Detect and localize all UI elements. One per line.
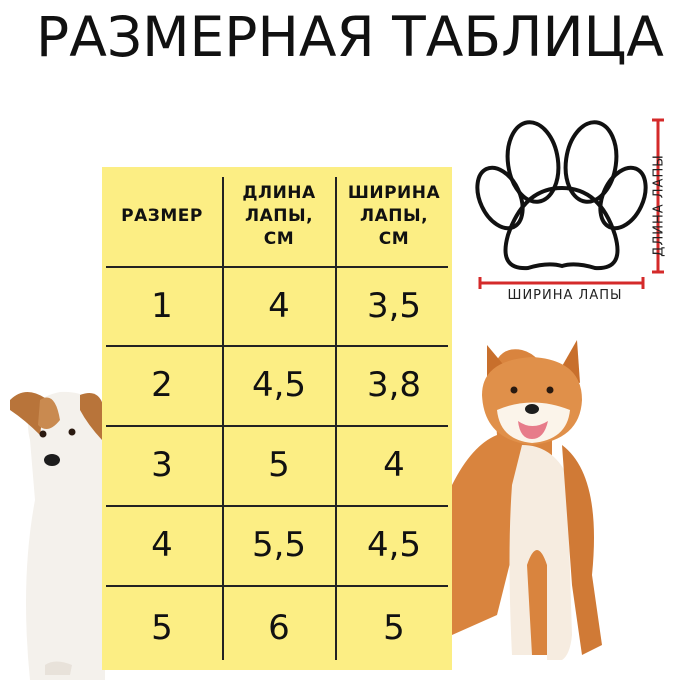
size-cell: 1 bbox=[151, 286, 173, 326]
paw-length-cell: 6 bbox=[268, 608, 290, 648]
size-table: РАЗМЕР ДЛИНА ЛАПЫ, СМ ШИРИНА ЛАПЫ, СМ 1 4… bbox=[102, 167, 452, 670]
paw-width-cell: 4,5 bbox=[366, 525, 422, 565]
row-divider bbox=[106, 345, 448, 347]
column-divider bbox=[335, 177, 337, 660]
paw-width-label: ШИРИНА ЛАПЫ bbox=[507, 288, 623, 303]
terrier-dog-image bbox=[10, 391, 105, 680]
header-size: РАЗМЕР bbox=[102, 167, 222, 266]
width-measure-bar bbox=[478, 277, 645, 289]
header-text: ШИРИНА bbox=[347, 183, 441, 203]
paw-width-cell: 4 bbox=[383, 445, 405, 485]
header-text: СМ bbox=[378, 229, 410, 249]
paw-width-cell: 5 bbox=[383, 608, 405, 648]
paw-length-cell: 4 bbox=[268, 286, 290, 326]
header-text: ЛАПЫ, bbox=[359, 206, 429, 226]
size-cell: 3 bbox=[151, 445, 173, 485]
page-title: РАЗМЕРНАЯ ТАБЛИЦА bbox=[36, 5, 664, 69]
paw-length-cell: 4,5 bbox=[251, 365, 307, 405]
row-divider bbox=[106, 505, 448, 507]
length-measure-bar bbox=[652, 118, 664, 274]
paw-width-cell: 3,8 bbox=[366, 365, 422, 405]
paw-length-cell: 5,5 bbox=[251, 525, 307, 565]
header-paw-length: ДЛИНА ЛАПЫ, СМ bbox=[223, 167, 335, 266]
paw-length-cell: 5 bbox=[268, 445, 290, 485]
header-text: СМ bbox=[263, 229, 295, 249]
row-divider bbox=[106, 585, 448, 587]
paw-width-cell: 3,5 bbox=[366, 286, 422, 326]
paw-length-label: ДЛИНА ЛАПЫ bbox=[651, 154, 667, 257]
shiba-inu-dog-image bbox=[452, 340, 602, 660]
header-text: ЛАПЫ, bbox=[244, 206, 314, 226]
header-size-text: РАЗМЕР bbox=[121, 206, 203, 226]
paw-print-icon bbox=[475, 120, 648, 271]
size-cell: 5 bbox=[151, 608, 173, 648]
row-divider bbox=[106, 266, 448, 268]
paw-diagram bbox=[475, 118, 664, 289]
row-divider bbox=[106, 425, 448, 427]
column-divider bbox=[222, 177, 224, 660]
size-cell: 4 bbox=[151, 525, 173, 565]
size-cell: 2 bbox=[151, 365, 173, 405]
header-text: ДЛИНА bbox=[242, 183, 316, 203]
header-paw-width: ШИРИНА ЛАПЫ, СМ bbox=[336, 167, 452, 266]
